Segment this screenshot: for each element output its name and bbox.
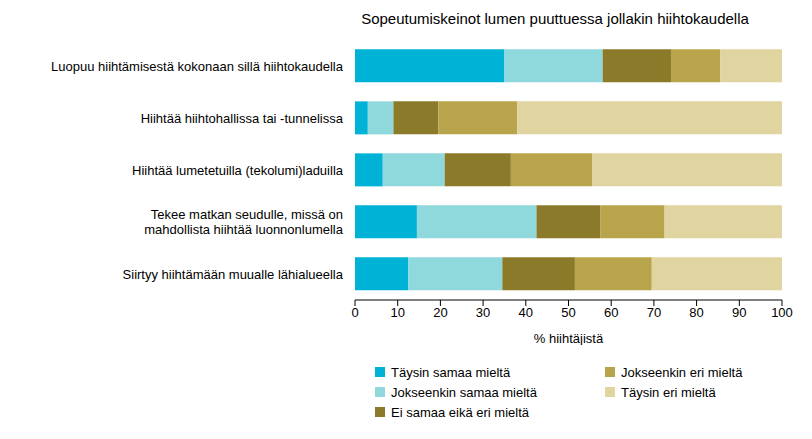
html-text:Ei samaa eikä eri mieltä: Ei samaa eikä eri mieltä	[391, 404, 529, 420]
svg-text:Tekee matkan seudulle, missä o: Tekee matkan seudulle, missä onmahdollis…	[144, 207, 344, 237]
svg-text:30: 30	[476, 305, 490, 320]
svg-text:0: 0	[351, 305, 358, 320]
svg-text:70: 70	[647, 305, 661, 320]
html-text:Jokseenkin samaa mieltä: Jokseenkin samaa mieltä	[391, 384, 537, 400]
html-text:Jokseenkin eri mieltä: Jokseenkin eri mieltä	[621, 364, 743, 380]
svg-text:Siirtyy hiihtämään muualle läh: Siirtyy hiihtämään muualle lähialueella	[123, 267, 344, 282]
svg-text:Luopuu hiihtämisestä kokonaan: Luopuu hiihtämisestä kokonaan sillä hiih…	[51, 59, 344, 74]
html-text:Täysin samaa mieltä: Täysin samaa mieltä	[391, 364, 511, 380]
html-text:Täysin eri mieltä: Täysin eri mieltä	[621, 384, 716, 400]
svg-text:100: 100	[771, 305, 793, 320]
svg-text:60: 60	[604, 305, 618, 320]
svg-text:80: 80	[689, 305, 703, 320]
svg-text:20: 20	[433, 305, 447, 320]
svg-text:Hiihtää hiihtohallissa tai -tu: Hiihtää hiihtohallissa tai -tunnelissa	[141, 111, 344, 126]
svg-text:% hiihtäjistä: % hiihtäjistä	[534, 331, 604, 345]
svg-text:10: 10	[390, 305, 404, 320]
svg-text:90: 90	[732, 305, 746, 320]
svg-text:40: 40	[519, 305, 533, 320]
html-text:Sopeutumiskeinot lumen puuttue: Sopeutumiskeinot lumen puuttuessa jollak…	[361, 10, 749, 27]
svg-text:Hiihtää lumetetuilla (tekolumi: Hiihtää lumetetuilla (tekolumi)laduilla	[132, 163, 344, 178]
svg-text:50: 50	[561, 305, 575, 320]
